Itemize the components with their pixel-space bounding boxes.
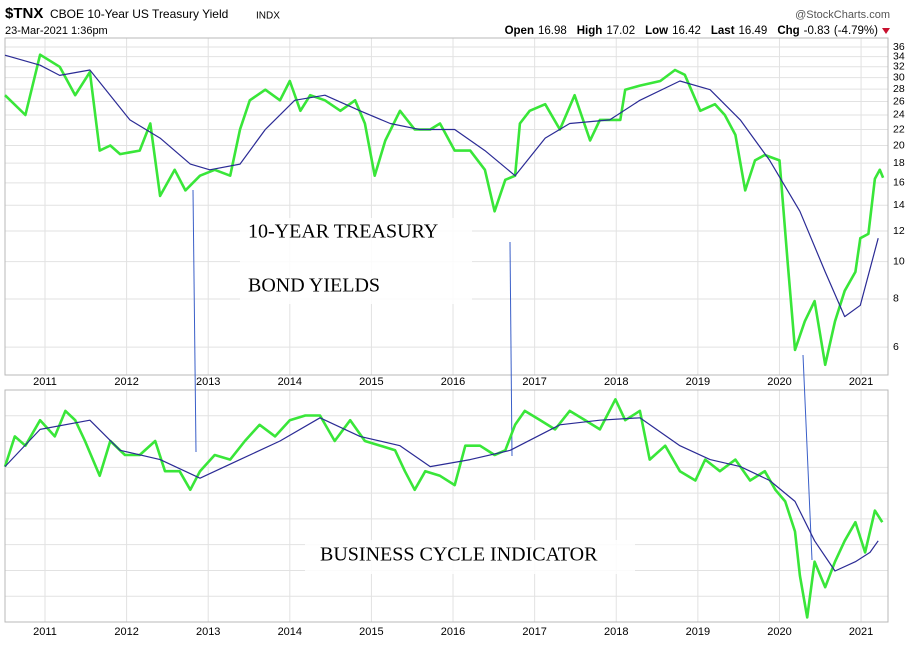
quote-label: High (577, 25, 603, 37)
x-tick-label: 2014 (278, 626, 302, 638)
x-tick-label: 2019 (686, 376, 710, 388)
y-tick-label: 30 (893, 71, 905, 83)
x-tick-label: 2021 (849, 376, 873, 388)
line (4, 417, 879, 572)
y-tick-label: 36 (893, 41, 905, 53)
y-tick-label: 18 (893, 157, 905, 169)
connector-line (509, 241, 513, 457)
x-tick-label: 2011 (33, 376, 57, 388)
top-panel-frame (4, 37, 889, 376)
x-tick-label: 2014 (278, 376, 302, 388)
x-tick-label: 2016 (441, 626, 465, 638)
quote-label: Open (505, 25, 534, 37)
x-tick-label: 2020 (767, 626, 791, 638)
y-tick-label: 34 (893, 50, 905, 62)
x-tick-label: 2013 (196, 376, 220, 388)
x-tick-label: 2018 (604, 376, 628, 388)
y-tick-label: 10 (893, 255, 905, 267)
annotation: BOND YIELDS (248, 275, 380, 297)
x-tick-label: 2020 (767, 376, 791, 388)
annotation-box (305, 540, 635, 574)
x-tick-label: 2012 (114, 376, 138, 388)
bottom-panel-frame (4, 389, 889, 623)
security-name: CBOE 10-Year US Treasury Yield (50, 7, 228, 21)
symbol: $TNX (5, 5, 43, 22)
source: @StockCharts.com (795, 9, 890, 21)
y-tick-label: 16 (893, 177, 905, 189)
down-arrow (882, 28, 890, 34)
y-tick-label: 28 (893, 83, 905, 95)
x-tick-label: 2016 (441, 376, 465, 388)
quote-value: 16.49 (739, 25, 768, 37)
annotation: BUSINESS CYCLE INDICATOR (320, 544, 598, 566)
quote-value: -0.83 (804, 25, 830, 37)
x-tick-label: 2019 (686, 626, 710, 638)
x-tick-label: 2017 (522, 376, 546, 388)
y-tick-label: 12 (893, 225, 905, 237)
x-tick-label: 2021 (849, 626, 873, 638)
connector-line (802, 354, 813, 561)
quote-label: Low (645, 25, 668, 37)
line (3, 398, 884, 619)
quote-label: Chg (777, 25, 799, 37)
connector-line (192, 189, 197, 453)
quote-value: 16.98 (538, 25, 567, 37)
x-tick-label: 2013 (196, 626, 220, 638)
line (4, 53, 885, 367)
line (4, 54, 879, 318)
annotation-box (240, 218, 472, 304)
y-tick-label: 26 (893, 95, 905, 107)
y-tick-label: 32 (893, 61, 905, 73)
y-tick-label: 24 (893, 109, 905, 121)
y-tick-label: 6 (893, 341, 899, 353)
quote-value: 16.42 (672, 25, 701, 37)
x-tick-label: 2011 (33, 626, 57, 638)
quote-pct: (-4.79%) (834, 25, 878, 37)
y-tick-label: 8 (893, 293, 899, 305)
quote-label: Last (711, 25, 735, 37)
y-tick-label: 14 (893, 199, 905, 211)
quote: Open 16.98 High 17.02 Low 16.42 Last 16.49 Chg -0… (505, 25, 879, 37)
x-tick-label: 2015 (359, 376, 383, 388)
y-tick-label: 22 (893, 123, 905, 135)
quote-value: 17.02 (606, 25, 635, 37)
timestamp: 23-Mar-2021 1:36pm (5, 25, 108, 37)
y-tick-label: 20 (893, 139, 905, 151)
annotation: 10-YEAR TREASURY (248, 221, 438, 243)
x-tick-label: 2017 (522, 626, 546, 638)
x-tick-label: 2012 (114, 626, 138, 638)
x-tick-label: 2015 (359, 626, 383, 638)
x-tick-label: 2018 (604, 626, 628, 638)
exchange: INDX (256, 11, 280, 22)
